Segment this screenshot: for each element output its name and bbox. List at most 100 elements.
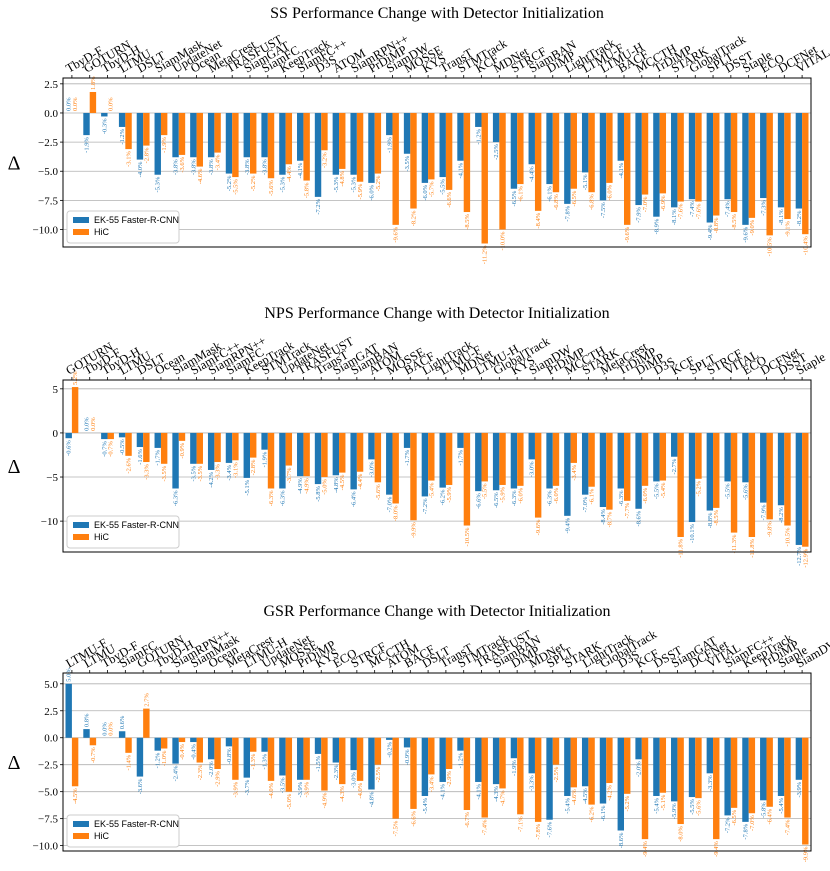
bar	[552, 112, 560, 193]
bar	[457, 432, 464, 448]
data-label: -1.0%	[161, 750, 168, 766]
bar	[428, 432, 435, 481]
data-label: -8.8%	[713, 217, 720, 233]
bar	[784, 432, 791, 526]
data-label: -5.5%	[653, 483, 660, 499]
data-label: -7.0%	[386, 496, 393, 512]
data-label: -8.8%	[707, 512, 714, 528]
y-tick-label: 2.5	[44, 79, 58, 91]
data-label: -1.9%	[84, 137, 91, 153]
bar	[160, 737, 168, 749]
data-label: -5.5%	[689, 798, 696, 814]
data-label: -6.4%	[767, 808, 774, 824]
bar	[196, 432, 203, 464]
bar	[339, 112, 346, 169]
data-label: -3.4%	[226, 464, 233, 480]
bar	[314, 432, 322, 485]
data-label: -5.2%	[624, 795, 631, 811]
data-label: -3.5%	[404, 155, 411, 171]
data-label: -7.9%	[636, 206, 643, 222]
bar	[332, 737, 340, 763]
bar	[303, 432, 310, 477]
data-label: -9.9%	[410, 522, 417, 538]
bar	[136, 737, 144, 777]
bar	[403, 112, 411, 154]
data-label: -5.3%	[279, 176, 286, 192]
bar	[748, 432, 756, 538]
data-label: -6.2%	[589, 806, 596, 822]
bar	[421, 737, 429, 796]
data-label: -4.1%	[297, 162, 304, 178]
bar	[374, 432, 382, 483]
data-label: -5.4%	[428, 482, 435, 498]
data-label: -1.9%	[262, 451, 269, 467]
bar	[439, 737, 446, 782]
data-label: -8.2%	[410, 210, 417, 226]
y-tick-label: −2.5	[38, 137, 58, 149]
data-label: -6.3%	[547, 490, 554, 506]
bar	[517, 112, 524, 185]
bar	[695, 432, 702, 479]
data-label: -5.3%	[351, 176, 358, 192]
data-label: -3.3%	[707, 775, 714, 791]
bar	[641, 112, 649, 195]
bar	[101, 112, 108, 117]
bar	[695, 737, 702, 799]
data-label: -0.3%	[101, 118, 108, 134]
bar	[368, 737, 375, 790]
bar	[677, 432, 684, 538]
bar	[760, 432, 767, 503]
data-label: -0.5%	[119, 439, 126, 455]
data-label: -7.5%	[393, 820, 400, 836]
bar	[332, 432, 340, 476]
data-label: -9.9%	[802, 846, 809, 862]
data-label: -3.4%	[428, 776, 435, 792]
bar	[392, 737, 399, 819]
data-label: -10.5%	[784, 527, 791, 547]
data-label: -8.0%	[393, 505, 400, 521]
data-label: -5.0%	[321, 478, 328, 494]
data-label: -8.5%	[731, 213, 738, 229]
bar	[635, 432, 642, 509]
chart-title: GSR Performance Change with Detector Ini…	[263, 603, 610, 620]
bar	[154, 737, 161, 751]
data-label: -6.4%	[351, 491, 358, 507]
bar	[243, 432, 250, 478]
bar	[481, 737, 488, 818]
data-label: -2.3%	[333, 764, 340, 780]
bar	[285, 432, 293, 466]
bar	[356, 112, 364, 182]
data-label: -10.1%	[689, 523, 696, 543]
legend-entry: HiC	[94, 227, 109, 237]
bar	[267, 432, 275, 489]
bar	[314, 737, 322, 754]
bar	[136, 112, 144, 160]
data-label: -7.0%	[582, 496, 589, 512]
bar	[428, 737, 435, 775]
bar	[154, 432, 161, 448]
data-label: -10.4%	[802, 236, 809, 256]
data-label: -6.6%	[410, 810, 417, 826]
data-label: -2.8%	[250, 459, 257, 475]
axes-frame	[62, 672, 812, 852]
data-label: -5.4%	[653, 797, 660, 813]
data-label: -1.4%	[126, 754, 133, 770]
bar	[214, 737, 221, 770]
y-tick-label: 0.0	[44, 108, 58, 120]
bar	[172, 737, 179, 764]
data-label: -9.0%	[749, 219, 756, 235]
data-label: -5.9%	[671, 803, 678, 819]
bar	[599, 432, 607, 508]
data-label: -1.3%	[262, 753, 269, 769]
data-label: -1.7%	[404, 449, 411, 465]
bar	[172, 432, 179, 489]
bar	[795, 737, 803, 780]
data-label: -9.4%	[642, 841, 649, 857]
bar	[564, 737, 571, 796]
bar	[250, 432, 257, 458]
data-label: -4.8%	[333, 477, 340, 493]
bar	[214, 112, 221, 153]
bar	[172, 112, 179, 158]
data-label: -4.6%	[571, 789, 578, 805]
bar	[795, 432, 803, 545]
